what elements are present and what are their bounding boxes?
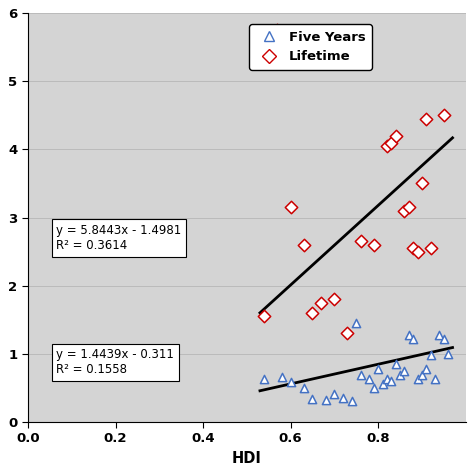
Point bbox=[401, 207, 408, 215]
Point bbox=[261, 375, 268, 383]
Point bbox=[322, 396, 329, 404]
Point bbox=[396, 372, 404, 379]
Point bbox=[392, 360, 400, 368]
Point bbox=[318, 299, 325, 306]
Point bbox=[418, 180, 426, 187]
Point bbox=[370, 384, 378, 392]
Point bbox=[431, 376, 439, 383]
Point bbox=[278, 374, 286, 381]
Text: y = 1.4439x - 0.311
R² = 0.1558: y = 1.4439x - 0.311 R² = 0.1558 bbox=[56, 348, 174, 376]
Point bbox=[348, 398, 356, 405]
Point bbox=[440, 335, 447, 342]
Point bbox=[287, 203, 294, 211]
Text: y = 5.8443x - 1.4981
R² = 0.3614: y = 5.8443x - 1.4981 R² = 0.3614 bbox=[56, 224, 182, 252]
Point bbox=[418, 372, 426, 379]
Point bbox=[287, 378, 294, 386]
Point bbox=[273, 27, 281, 34]
Point bbox=[405, 331, 412, 338]
Point bbox=[357, 372, 365, 379]
Point bbox=[353, 319, 360, 327]
Point bbox=[309, 395, 316, 403]
Point bbox=[339, 394, 347, 401]
Point bbox=[357, 237, 365, 245]
Point bbox=[422, 365, 430, 373]
Legend: Five Years, Lifetime: Five Years, Lifetime bbox=[249, 24, 372, 70]
Point bbox=[427, 351, 435, 359]
Point bbox=[422, 115, 430, 123]
Point bbox=[436, 331, 443, 338]
Point bbox=[410, 245, 417, 252]
Point bbox=[379, 381, 386, 388]
Point bbox=[440, 112, 447, 119]
Point bbox=[410, 335, 417, 342]
Point bbox=[383, 375, 391, 383]
Point bbox=[405, 203, 412, 211]
Point bbox=[383, 142, 391, 150]
Point bbox=[330, 295, 338, 303]
Point bbox=[300, 384, 308, 392]
Point bbox=[374, 365, 382, 373]
Point bbox=[330, 391, 338, 398]
Point bbox=[261, 312, 268, 320]
Point bbox=[344, 329, 351, 337]
Point bbox=[365, 376, 373, 383]
Point bbox=[414, 375, 421, 383]
Point bbox=[370, 241, 378, 248]
Point bbox=[387, 139, 395, 146]
X-axis label: HDI: HDI bbox=[232, 451, 262, 465]
Point bbox=[444, 350, 452, 357]
Point bbox=[300, 241, 308, 248]
Point bbox=[392, 132, 400, 140]
Point bbox=[401, 367, 408, 374]
Point bbox=[387, 377, 395, 384]
Point bbox=[414, 248, 421, 255]
Point bbox=[427, 245, 435, 252]
Point bbox=[309, 309, 316, 317]
